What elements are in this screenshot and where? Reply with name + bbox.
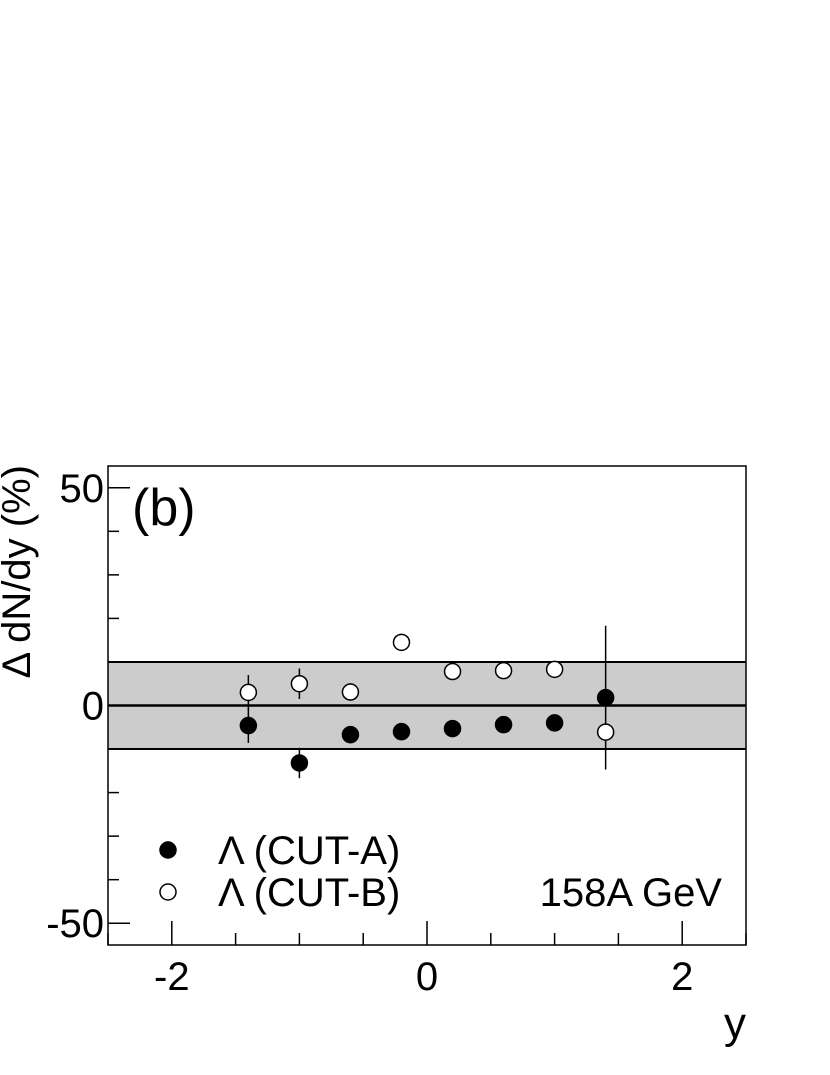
axis-ticks: -2 0 2 -50 0 50 <box>46 467 747 999</box>
x-tick-label: 2 <box>671 955 693 999</box>
data-point-filled <box>239 716 258 735</box>
systematic-band <box>108 660 746 751</box>
series-cut-b <box>239 633 615 741</box>
data-point-open <box>392 633 411 652</box>
data-point-open <box>239 683 258 702</box>
data-point-filled <box>494 715 513 734</box>
x-tick-label: -2 <box>154 955 190 999</box>
data-point-open <box>290 674 309 693</box>
legend <box>159 841 177 901</box>
data-point-open <box>494 661 513 680</box>
series-cut-a <box>239 625 615 779</box>
data-point-filled <box>290 754 309 772</box>
legend-marker-cut-b <box>159 883 177 901</box>
data-points <box>239 625 615 779</box>
y-tick-label: -50 <box>46 902 104 946</box>
data-point-filled <box>545 714 564 732</box>
data-point-open <box>443 662 462 681</box>
panel-label: (b) <box>132 479 196 537</box>
data-point-open <box>341 683 360 701</box>
data-point-filled <box>341 725 360 744</box>
data-point-open <box>596 723 615 741</box>
legend-marker-cut-a <box>159 841 177 859</box>
x-axis-label: y <box>724 999 746 1048</box>
y-axis-label: Δ dN/dy (%) <box>0 465 39 678</box>
data-point-filled <box>443 719 462 738</box>
data-point-open <box>545 660 564 679</box>
y-tick-label: 50 <box>60 467 105 511</box>
data-point-filled <box>392 722 411 741</box>
chart-text: (b) 158A GeV y Δ dN/dy (%) Λ (CUT-A) Λ (… <box>0 465 746 1048</box>
legend-label-cut-a: Λ (CUT-A) <box>218 829 400 873</box>
x-tick-label: 0 <box>416 955 438 999</box>
y-tick-label: 0 <box>82 685 104 729</box>
energy-annotation: 158A GeV <box>540 871 723 915</box>
legend-label-cut-b: Λ (CUT-B) <box>218 871 400 915</box>
data-point-filled <box>596 688 615 707</box>
